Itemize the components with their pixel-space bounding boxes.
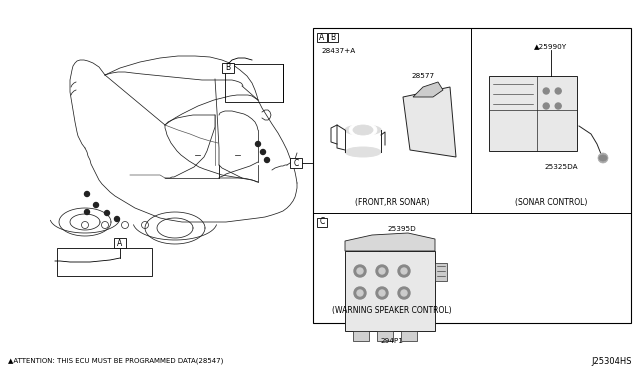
Circle shape <box>398 265 410 277</box>
Ellipse shape <box>599 155 607 161</box>
Circle shape <box>401 290 407 296</box>
Circle shape <box>104 211 109 215</box>
Text: 25395D: 25395D <box>388 226 417 232</box>
Ellipse shape <box>345 125 381 135</box>
Bar <box>317 32 327 42</box>
Circle shape <box>543 103 549 109</box>
Text: C: C <box>293 158 299 167</box>
Circle shape <box>84 209 90 215</box>
Circle shape <box>398 287 410 299</box>
Circle shape <box>357 290 363 296</box>
Circle shape <box>401 268 407 274</box>
Circle shape <box>354 287 366 299</box>
Text: A: A <box>117 238 123 247</box>
Polygon shape <box>403 87 456 157</box>
Circle shape <box>379 268 385 274</box>
Circle shape <box>84 192 90 196</box>
Circle shape <box>357 268 363 274</box>
Circle shape <box>354 265 366 277</box>
Bar <box>57 248 152 276</box>
Circle shape <box>556 103 561 109</box>
Ellipse shape <box>345 147 381 157</box>
Circle shape <box>260 150 266 154</box>
Text: A: A <box>319 32 324 42</box>
Bar <box>225 64 283 102</box>
Text: 28437+A: 28437+A <box>321 48 355 54</box>
Text: C: C <box>319 218 324 227</box>
Text: 28577: 28577 <box>412 73 435 79</box>
Text: ▲ATTENTION: THIS ECU MUST BE PROGRAMMED DATA(28547): ▲ATTENTION: THIS ECU MUST BE PROGRAMMED … <box>8 358 223 364</box>
Text: B: B <box>330 32 335 42</box>
Text: (SONAR CONTROL): (SONAR CONTROL) <box>515 199 587 208</box>
Circle shape <box>379 290 385 296</box>
Circle shape <box>598 153 608 163</box>
Text: J25304HS: J25304HS <box>591 357 632 366</box>
Circle shape <box>93 202 99 208</box>
Circle shape <box>543 88 549 94</box>
Circle shape <box>264 157 269 163</box>
Text: 25325DA: 25325DA <box>544 164 578 170</box>
Bar <box>313 28 631 323</box>
Text: (FRONT,RR SONAR): (FRONT,RR SONAR) <box>355 199 429 208</box>
Bar <box>489 76 577 151</box>
Bar <box>353 331 369 341</box>
Polygon shape <box>345 233 435 251</box>
Ellipse shape <box>353 127 373 133</box>
Text: (WARNING SPEAKER CONTROL): (WARNING SPEAKER CONTROL) <box>332 307 452 315</box>
Ellipse shape <box>353 125 373 135</box>
Circle shape <box>115 217 120 221</box>
Bar <box>328 32 338 42</box>
Bar <box>317 218 327 227</box>
Bar <box>222 63 234 73</box>
Bar <box>290 158 302 168</box>
Bar <box>377 331 393 341</box>
Polygon shape <box>413 82 443 97</box>
Bar <box>435 263 447 281</box>
Bar <box>345 251 435 331</box>
Circle shape <box>376 287 388 299</box>
Bar <box>401 331 417 341</box>
Text: ▲25990Y: ▲25990Y <box>534 43 568 49</box>
Bar <box>114 238 126 248</box>
Circle shape <box>376 265 388 277</box>
Ellipse shape <box>349 126 377 134</box>
Circle shape <box>556 88 561 94</box>
Circle shape <box>255 141 260 147</box>
Text: 294P1: 294P1 <box>381 338 403 344</box>
Ellipse shape <box>349 123 377 137</box>
Text: B: B <box>225 64 230 73</box>
